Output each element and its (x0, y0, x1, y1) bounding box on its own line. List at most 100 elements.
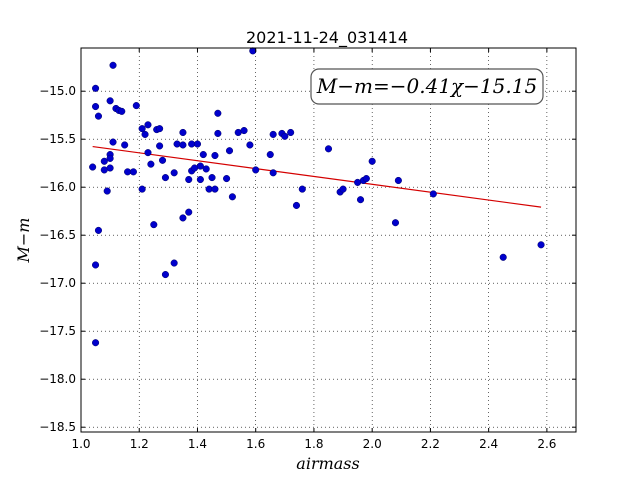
x-tick-label: 2.6 (537, 437, 556, 451)
data-point (179, 214, 187, 222)
x-tick-label: 2.4 (479, 437, 498, 451)
y-tick-label: −18.5 (39, 420, 76, 434)
x-axis-label: airmass (296, 454, 359, 473)
data-point (185, 175, 193, 184)
data-point (170, 259, 178, 267)
data-point (196, 162, 204, 170)
y-axis-label: M−m (14, 218, 33, 264)
data-point (94, 226, 103, 234)
data-point (144, 121, 152, 129)
data-point (92, 103, 100, 111)
data-point (92, 261, 100, 269)
data-point (179, 141, 187, 149)
data-point (281, 132, 289, 140)
data-point (94, 112, 103, 120)
fit-line (92, 145, 542, 208)
data-point (240, 127, 248, 135)
data-point (156, 125, 164, 133)
data-point (141, 130, 149, 138)
data-point (199, 151, 207, 159)
chart-title: 2021-11-24_031414 (246, 28, 408, 48)
y-axis: −15.0 −15.5 −16.0 −16.5 −17.0 −17.5 −18.0 −18.5 (39, 84, 576, 434)
data-point (100, 157, 108, 165)
x-tick-label: 1.4 (188, 437, 207, 451)
annotation-text: M−m=−0.41χ−15.15 (316, 74, 537, 98)
x-tick-label: 2.2 (421, 437, 440, 451)
data-point (225, 147, 234, 155)
plot-frame (80, 47, 577, 433)
data-point (173, 140, 181, 148)
data-point (89, 163, 97, 171)
data-point (158, 156, 167, 164)
data-point (266, 151, 274, 159)
y-tick-label: −17.5 (39, 324, 76, 338)
x-tick-label: 2.0 (363, 437, 382, 451)
data-point (193, 140, 202, 148)
data-point (537, 241, 545, 249)
data-point (211, 151, 219, 160)
data-point (223, 175, 231, 183)
data-point (362, 175, 370, 183)
data-point (118, 107, 126, 115)
data-point (269, 130, 277, 138)
data-point (106, 154, 114, 162)
data-points (89, 47, 545, 347)
data-point (144, 149, 152, 157)
data-point (106, 164, 114, 172)
data-point (202, 165, 210, 173)
data-point (147, 160, 155, 168)
data-point (287, 128, 295, 137)
data-point (394, 176, 402, 185)
annotation-box (310, 68, 544, 105)
grid (80, 48, 576, 432)
data-point (109, 138, 117, 146)
data-point (292, 201, 301, 209)
data-point (214, 109, 222, 117)
data-point (129, 168, 137, 176)
data-point (161, 174, 169, 182)
y-tick-label: −16.5 (39, 228, 76, 242)
data-point (368, 157, 376, 165)
data-point (121, 141, 129, 149)
data-point (324, 145, 333, 153)
y-tick-label: −18.0 (39, 372, 76, 386)
y-tick-label: −17.0 (39, 276, 76, 290)
x-tick-label: 1.6 (246, 437, 265, 451)
data-point (208, 174, 216, 182)
data-point (196, 175, 204, 184)
data-point (185, 208, 193, 216)
x-tick-label: 1.2 (130, 437, 149, 451)
data-point (298, 185, 306, 193)
data-point (138, 125, 146, 133)
data-point (211, 185, 219, 193)
data-point (132, 102, 140, 110)
data-point (391, 219, 400, 227)
data-point (161, 271, 169, 279)
data-point (106, 97, 114, 105)
y-tick-label: −16.0 (39, 180, 76, 194)
data-point (179, 128, 187, 137)
data-point (499, 253, 507, 261)
fit-annotation: M−m=−0.41χ−15.15 (310, 68, 544, 105)
data-point (92, 339, 100, 347)
data-point (92, 84, 100, 92)
data-point (246, 141, 254, 149)
data-point (109, 61, 117, 69)
data-point (249, 47, 257, 55)
data-point (214, 129, 222, 137)
x-axis: 1.0 1.2 1.4 1.6 1.8 2.0 2.2 2.4 2.6 (71, 48, 556, 451)
x-tick-label: 1.0 (71, 437, 90, 451)
data-point (150, 221, 158, 229)
x-tick-label: 1.8 (304, 437, 323, 451)
data-point (339, 185, 347, 193)
data-point (103, 187, 111, 195)
data-point (170, 169, 178, 177)
data-point (138, 185, 146, 193)
data-point (156, 142, 164, 150)
data-point (429, 190, 437, 198)
fit-line-group (92, 145, 542, 208)
data-point (269, 169, 277, 177)
y-tick-label: −15.0 (39, 84, 76, 98)
data-point (252, 166, 260, 174)
